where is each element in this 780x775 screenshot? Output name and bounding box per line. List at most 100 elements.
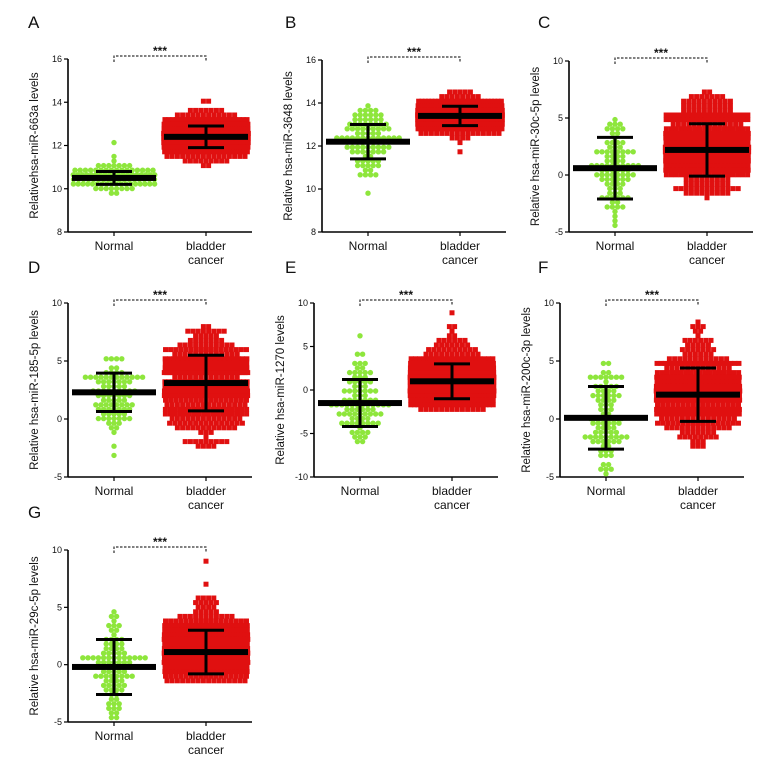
data-point — [670, 402, 676, 408]
data-point — [106, 650, 112, 656]
data-point — [198, 420, 204, 426]
data-point — [735, 402, 741, 408]
data-point — [616, 438, 622, 445]
data-point — [711, 360, 717, 366]
data-point — [236, 388, 242, 394]
data-point — [213, 370, 219, 376]
data-point — [715, 360, 721, 366]
data-point — [225, 383, 230, 389]
data-point — [701, 397, 707, 403]
data-point — [720, 190, 726, 196]
data-point — [663, 172, 669, 178]
data-point — [595, 425, 601, 431]
data-point — [111, 609, 117, 615]
data-point — [670, 420, 676, 426]
data-point — [195, 416, 201, 422]
data-point — [701, 130, 707, 136]
data-point — [430, 360, 436, 366]
data-point — [82, 167, 89, 173]
data-point — [717, 370, 722, 376]
data-point — [139, 374, 146, 380]
data-point — [228, 664, 234, 670]
data-point — [611, 438, 617, 445]
data-point — [244, 406, 250, 412]
data-point — [106, 622, 112, 629]
data-point — [93, 374, 99, 380]
data-point — [178, 347, 184, 353]
data-point — [478, 360, 484, 366]
data-point — [198, 374, 204, 380]
data-point — [604, 153, 610, 160]
data-point — [236, 383, 242, 389]
data-point — [702, 411, 708, 417]
data-point — [200, 595, 206, 601]
data-point — [172, 627, 178, 633]
data-point — [670, 379, 676, 385]
data-point — [446, 324, 452, 330]
data-point — [349, 420, 355, 426]
significance-label: *** — [153, 44, 167, 58]
data-point — [608, 466, 614, 472]
data-point — [198, 360, 204, 366]
data-point — [200, 678, 206, 684]
data-point — [237, 641, 243, 647]
data-point — [698, 397, 704, 403]
data-point — [194, 360, 200, 366]
data-point — [198, 337, 204, 343]
data-point — [673, 130, 679, 136]
data-point — [354, 351, 361, 357]
data-point — [121, 659, 128, 666]
data-point — [587, 434, 594, 440]
data-point — [429, 98, 435, 104]
data-point — [710, 402, 716, 408]
data-point — [367, 369, 374, 376]
data-point — [712, 397, 718, 403]
data-point — [218, 655, 224, 661]
data-point — [181, 393, 187, 399]
data-point — [469, 402, 475, 408]
data-point — [408, 356, 414, 362]
data-point — [465, 402, 471, 408]
data-point — [164, 388, 170, 394]
data-point — [163, 397, 169, 403]
data-point — [687, 434, 693, 440]
data-point — [106, 701, 112, 707]
data-point — [239, 420, 245, 426]
data-point — [614, 204, 621, 210]
data-point — [167, 388, 173, 394]
data-point — [725, 153, 731, 159]
data-point — [242, 153, 248, 159]
data-point — [671, 140, 677, 146]
data-point — [705, 429, 711, 435]
data-point — [590, 438, 596, 445]
data-point — [134, 167, 141, 173]
data-point — [217, 117, 223, 123]
data-point — [609, 204, 616, 210]
y-tick-label: -5 — [54, 717, 62, 727]
data-point — [429, 402, 435, 408]
data-point — [698, 328, 704, 334]
data-point — [119, 687, 125, 693]
data-point — [453, 370, 459, 376]
data-point — [430, 365, 436, 371]
data-point — [722, 158, 728, 164]
data-point — [173, 397, 179, 403]
data-point — [190, 402, 196, 408]
data-point — [134, 374, 141, 380]
data-point — [203, 434, 209, 440]
data-point — [200, 604, 206, 610]
data-point — [108, 190, 115, 196]
data-point — [80, 655, 86, 661]
data-point — [686, 103, 692, 109]
data-point — [222, 356, 228, 362]
data-point — [475, 130, 481, 136]
data-point — [203, 558, 209, 564]
data-point — [479, 365, 485, 371]
data-point — [492, 98, 498, 104]
data-point — [699, 360, 705, 366]
data-point — [218, 149, 224, 155]
data-point — [226, 112, 232, 118]
data-point — [188, 347, 194, 353]
data-point — [414, 360, 420, 366]
data-point — [200, 646, 206, 652]
